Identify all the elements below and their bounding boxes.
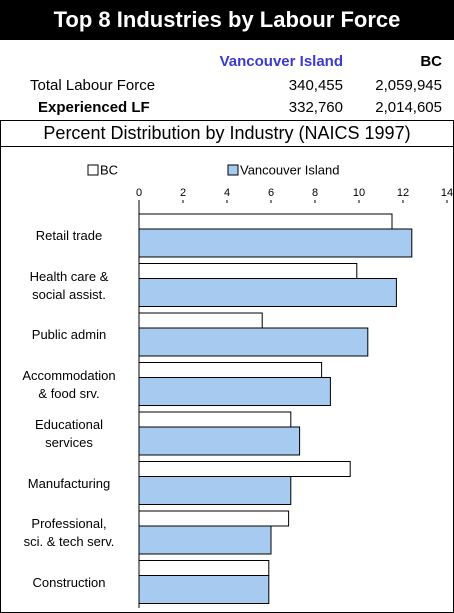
legend-swatch [87, 164, 99, 176]
bar [138, 362, 323, 378]
x-tick-label: 6 [268, 187, 274, 199]
bar [138, 327, 369, 357]
bar [138, 525, 272, 555]
row-label: Experienced LF [38, 99, 150, 116]
category-label: Health care & social assist. [29, 268, 109, 302]
category-label: Retail trade [35, 228, 103, 243]
legend-swatch [227, 164, 239, 176]
x-tick-label: 14 [441, 187, 453, 199]
x-tick-label: 4 [224, 187, 230, 199]
row-label: Total Labour Force [30, 77, 155, 94]
bar [138, 411, 292, 428]
cell: 2,059,945 [375, 77, 442, 94]
bar [138, 575, 270, 604]
x-tick-label: 10 [353, 187, 365, 199]
page-title: Top 8 Industries by Labour Force [54, 7, 401, 32]
cell: 340,455 [289, 77, 343, 94]
legend-label: BC [100, 162, 118, 177]
bar [138, 560, 270, 576]
category-label: Accommodation & food srv. [22, 367, 116, 401]
column-header: Vancouver Island [220, 53, 343, 70]
bar [138, 476, 292, 505]
bar [138, 213, 393, 230]
category-label: Professional, sci. & tech serv. [23, 516, 115, 549]
category-label: Public admin [31, 327, 107, 342]
bar [138, 377, 331, 406]
cell: 2,014,605 [375, 99, 442, 116]
x-tick-label: 2 [180, 187, 186, 199]
category-label: Manufacturing [27, 475, 111, 491]
bar [138, 312, 263, 329]
title-bar [0, 0, 454, 40]
category-label: Educational services [35, 417, 103, 450]
legend-label: Vancouver Island [240, 162, 340, 177]
x-tick-label: 8 [312, 187, 318, 199]
category-label: Construction [32, 574, 106, 590]
bar [138, 278, 397, 307]
x-tick-label: 12 [397, 187, 409, 199]
column-header: BC [420, 53, 442, 70]
bar [138, 228, 413, 258]
bar [138, 461, 351, 477]
x-tick-label: 0 [136, 187, 142, 199]
chart-title: Percent Distribution by Industry (NAICS … [43, 123, 410, 143]
bar [138, 510, 290, 527]
cell: 332,760 [289, 99, 343, 116]
bar [138, 263, 358, 279]
bar [138, 426, 301, 456]
